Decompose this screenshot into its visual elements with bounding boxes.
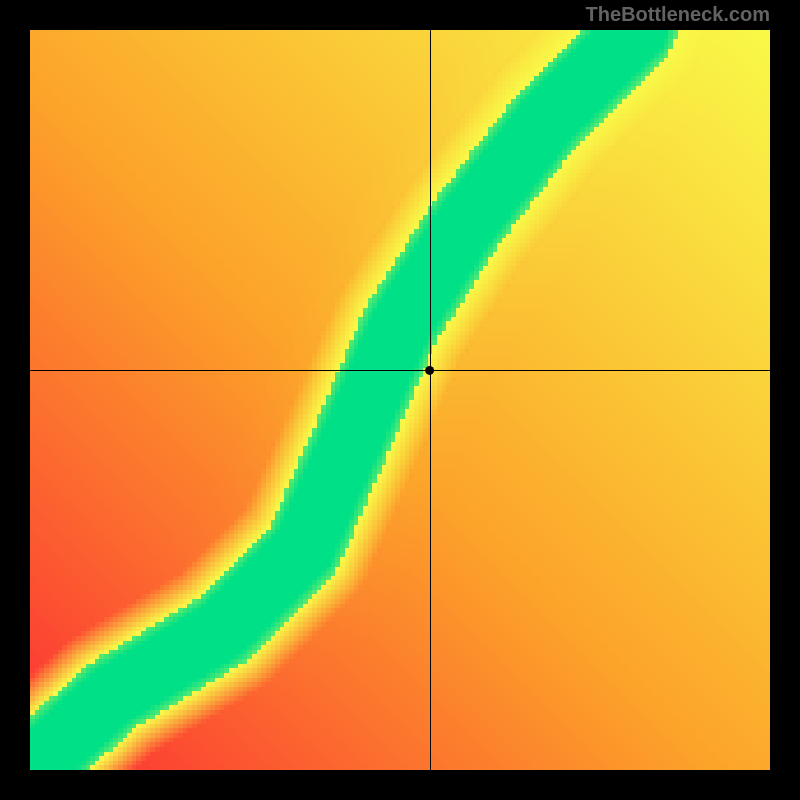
heatmap-plot — [30, 30, 770, 770]
watermark-text: TheBottleneck.com — [586, 4, 770, 27]
